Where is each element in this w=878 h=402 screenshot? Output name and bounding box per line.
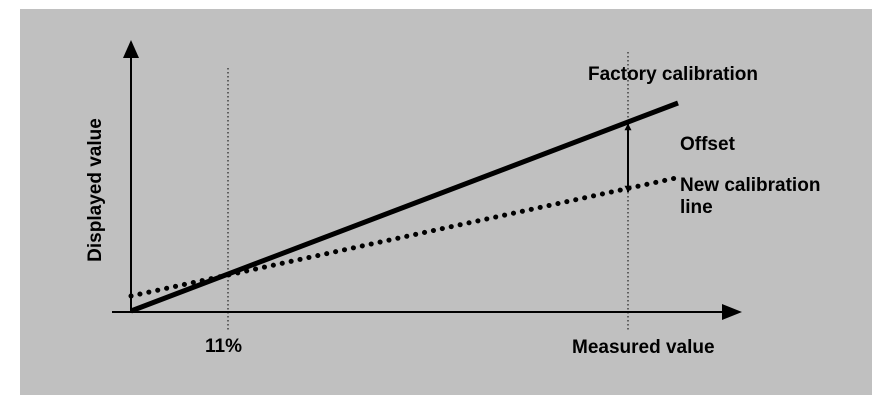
factory-calibration-line [130, 100, 679, 314]
x-axis-arrowhead [722, 304, 742, 320]
y-axis-arrowhead [123, 40, 139, 58]
y-axis-label: Displayed value [85, 118, 106, 262]
new-calibration-label-line2: line [680, 197, 713, 218]
factory-calibration-label: Factory calibration [588, 64, 758, 85]
x-axis-label: Measured value [572, 337, 715, 358]
marker-11-percent-label: 11% [205, 336, 242, 357]
new-calibration-label: New calibration [680, 175, 820, 196]
offset-label: Offset [680, 134, 736, 155]
diagram-background [20, 9, 872, 395]
